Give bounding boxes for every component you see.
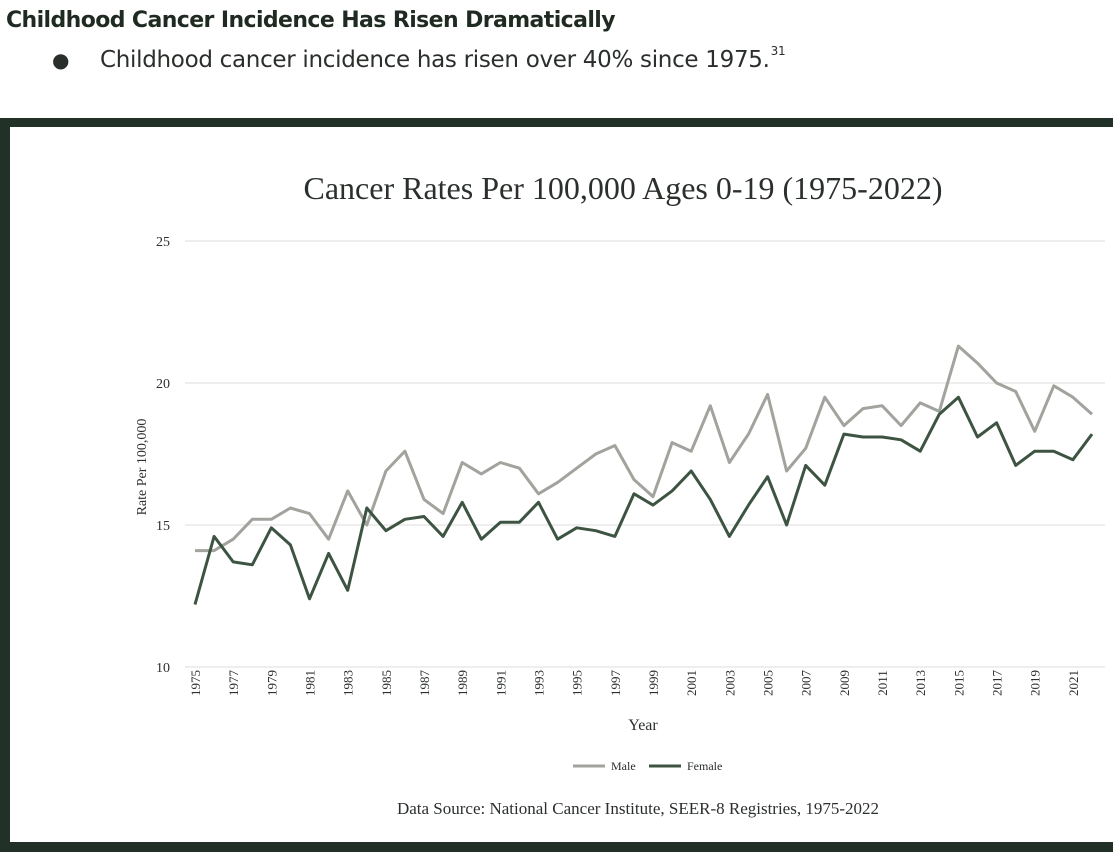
y-tick-labels: 10 15 20 25 [156, 235, 170, 676]
x-tick-1999: 1999 [646, 670, 661, 696]
data-source-note: Data Source: National Cancer Institute, … [397, 799, 879, 818]
y-tick-15: 15 [156, 519, 170, 534]
x-tick-1989: 1989 [455, 670, 470, 696]
x-tick-2021: 2021 [1066, 670, 1081, 696]
x-axis-label: Year [628, 717, 658, 734]
x-tick-2015: 2015 [951, 670, 966, 696]
x-tick-1977: 1977 [226, 670, 241, 697]
x-tick-1979: 1979 [264, 670, 279, 696]
chart-panel: Cancer Rates Per 100,000 Ages 0-19 (1975… [10, 127, 1113, 842]
x-tick-1995: 1995 [570, 670, 585, 696]
bullet-dot-icon: ● [52, 48, 70, 72]
y-tick-25: 25 [156, 235, 170, 250]
legend: Male Female [573, 759, 722, 773]
x-tick-2011: 2011 [875, 670, 890, 696]
x-tick-1993: 1993 [532, 670, 547, 696]
x-tick-2019: 2019 [1028, 670, 1043, 696]
chart-title: Cancer Rates Per 100,000 Ages 0-19 (1975… [304, 170, 943, 206]
bullet-point: ● Childhood cancer incidence has risen ov… [52, 44, 786, 73]
x-tick-1987: 1987 [417, 670, 432, 697]
x-tick-2009: 2009 [837, 670, 852, 696]
series-line-male [195, 344, 1093, 553]
x-tick-2017: 2017 [990, 670, 1005, 697]
x-tick-labels: 1975 1977 1979 1981 1983 1985 1987 1989 1991 1993… [188, 670, 1081, 697]
x-tick-2001: 2001 [684, 670, 699, 696]
y-axis-label: Rate Per 100,000 [135, 419, 150, 516]
x-tick-2013: 2013 [913, 670, 928, 696]
series-lines [193, 344, 1094, 605]
line-chart: Cancer Rates Per 100,000 Ages 0-19 (1975… [135, 170, 1105, 818]
x-tick-2003: 2003 [722, 670, 737, 696]
bullet-text: Childhood cancer incidence has risen ove… [100, 47, 770, 73]
legend-label-female: Female [687, 759, 722, 773]
x-tick-1991: 1991 [493, 670, 508, 696]
chart-frame: Cancer Rates Per 100,000 Ages 0-19 (1975… [0, 118, 1113, 852]
x-tick-2007: 2007 [799, 670, 814, 697]
gridlines [185, 240, 1105, 668]
x-tick-1975: 1975 [188, 670, 203, 696]
y-tick-10: 10 [156, 661, 170, 676]
footnote-marker: 31 [770, 44, 786, 58]
page-heading: Childhood Cancer Incidence Has Risen Dra… [6, 8, 616, 33]
x-tick-1983: 1983 [341, 670, 356, 696]
x-tick-1981: 1981 [303, 670, 318, 696]
y-tick-20: 20 [156, 377, 170, 392]
x-tick-1985: 1985 [379, 670, 394, 696]
series-line-female [193, 395, 1094, 605]
x-tick-1997: 1997 [608, 670, 623, 697]
x-tick-2005: 2005 [761, 670, 776, 696]
legend-label-male: Male [611, 759, 636, 773]
